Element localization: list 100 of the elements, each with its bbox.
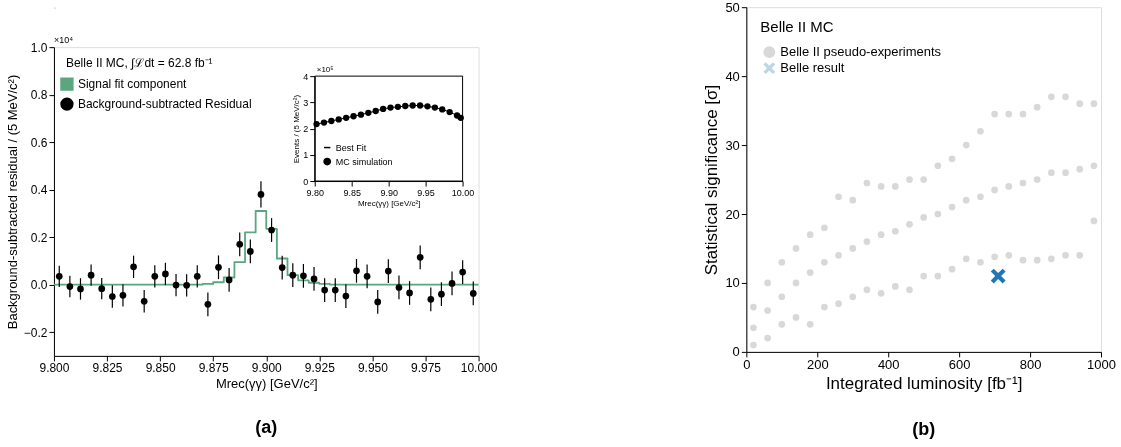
- y-tick-label: 40: [725, 68, 740, 84]
- y-axis-title: Events / (5 MeV/c²): [292, 94, 302, 164]
- y-tick-label: 20: [725, 206, 740, 222]
- x-tick-label: 10.000: [460, 361, 498, 376]
- point: [215, 263, 222, 271]
- point: [406, 289, 413, 297]
- point: [402, 102, 409, 110]
- point: [151, 272, 159, 280]
- point: [438, 290, 445, 298]
- legend-label: Belle II pseudo-experiments: [780, 44, 942, 60]
- legend-label: Belle result: [780, 60, 845, 76]
- point: [87, 271, 95, 279]
- point: [469, 290, 477, 297]
- point: [331, 286, 339, 294]
- x-tick-label: 9.85: [343, 187, 361, 198]
- x-tick-label: 10.00: [451, 187, 475, 198]
- point: [130, 263, 137, 271]
- point: [374, 298, 382, 306]
- annotation: Belle II MC, ∫ℒdt = 62.8 fb⁻¹: [65, 56, 213, 71]
- point: [193, 272, 201, 280]
- point: [446, 108, 453, 116]
- point: [77, 285, 84, 293]
- x-tick-label: 9.95: [417, 187, 435, 198]
- point: [350, 113, 357, 120]
- y-tick-label: 0.6: [30, 135, 48, 150]
- point: [119, 291, 127, 299]
- legend-label: Best Fit: [335, 142, 367, 153]
- point: [416, 253, 424, 261]
- legend-label: Signal fit component: [77, 77, 188, 92]
- point: [379, 105, 387, 113]
- point: [313, 120, 320, 128]
- x-tick-label: 9.875: [198, 361, 229, 376]
- y-tick-label: 0.2: [30, 230, 48, 245]
- x-axis-title: Mrec(γγ) [GeV/c²]: [215, 376, 318, 392]
- point: [427, 296, 435, 303]
- point: [257, 191, 265, 198]
- y-tick-label: 2: [303, 124, 309, 135]
- point: [204, 301, 212, 308]
- x-axis-title: Mrec(γγ) [GeV/c²]: [357, 198, 421, 208]
- point: [289, 271, 297, 279]
- y-axis-title: Statistical significance [σ]: [702, 84, 722, 276]
- point: [448, 280, 456, 287]
- point: [387, 104, 394, 111]
- point: [66, 283, 74, 290]
- x-tick-label: 9.80: [306, 187, 324, 198]
- y-tick-label: 0.4: [30, 183, 48, 198]
- point: [225, 276, 233, 284]
- point: [183, 282, 190, 289]
- y-tick-label: 50: [725, 0, 740, 15]
- legend-label: Background-subtracted Residual: [77, 97, 252, 112]
- point: [310, 275, 318, 283]
- point: [439, 106, 446, 113]
- x-tick-label: 0: [743, 357, 751, 373]
- point: [55, 272, 63, 280]
- y-tick-label: 0.8: [30, 88, 48, 103]
- point: [424, 103, 431, 110]
- point: [384, 267, 392, 275]
- x-tick-label: 9.925: [304, 361, 336, 376]
- x-tick-label: 9.825: [92, 361, 123, 376]
- y-tick-label: 1.0: [30, 40, 48, 55]
- point: [320, 119, 328, 126]
- point: [300, 272, 307, 280]
- point: [365, 109, 372, 116]
- x-tick-label: 9.900: [251, 361, 283, 376]
- point: [342, 292, 350, 300]
- point: [353, 267, 360, 275]
- y-tick-label: 0: [732, 344, 740, 360]
- point: [321, 286, 328, 294]
- point: [172, 281, 180, 289]
- y-tick-label: −0.2: [23, 325, 48, 340]
- x-tick-label: 9.800: [39, 361, 70, 376]
- x-tick-label: 200: [806, 357, 829, 373]
- text: ×10⁴: [53, 35, 74, 46]
- x-tick-label: 9.975: [411, 361, 442, 376]
- point: [108, 293, 116, 300]
- point: [98, 285, 106, 293]
- y-tick-label: 4: [303, 71, 309, 82]
- point: [394, 103, 402, 110]
- x-tick-label: 9.90: [380, 187, 398, 198]
- point: [328, 117, 335, 125]
- point: [363, 272, 371, 280]
- text: (b): [912, 418, 936, 439]
- x-tick-label: 400: [877, 357, 900, 373]
- point: [357, 111, 365, 118]
- y-tick-label: 0: [303, 176, 309, 187]
- point: [431, 104, 439, 111]
- point: [342, 114, 350, 121]
- x-tick-label: 9.950: [357, 361, 389, 376]
- point: [246, 248, 254, 255]
- x-tick-label: 1000: [1087, 357, 1116, 373]
- point: [409, 102, 416, 109]
- point: [278, 264, 286, 271]
- x-tick-label: 600: [948, 357, 971, 373]
- point: [459, 268, 466, 276]
- legend-label: MC simulation: [335, 156, 393, 167]
- y-tick-label: 30: [725, 137, 740, 153]
- x-tick-label: 800: [1019, 357, 1042, 373]
- point: [236, 240, 244, 248]
- y-tick-label: 3: [303, 97, 309, 108]
- point: [416, 102, 424, 109]
